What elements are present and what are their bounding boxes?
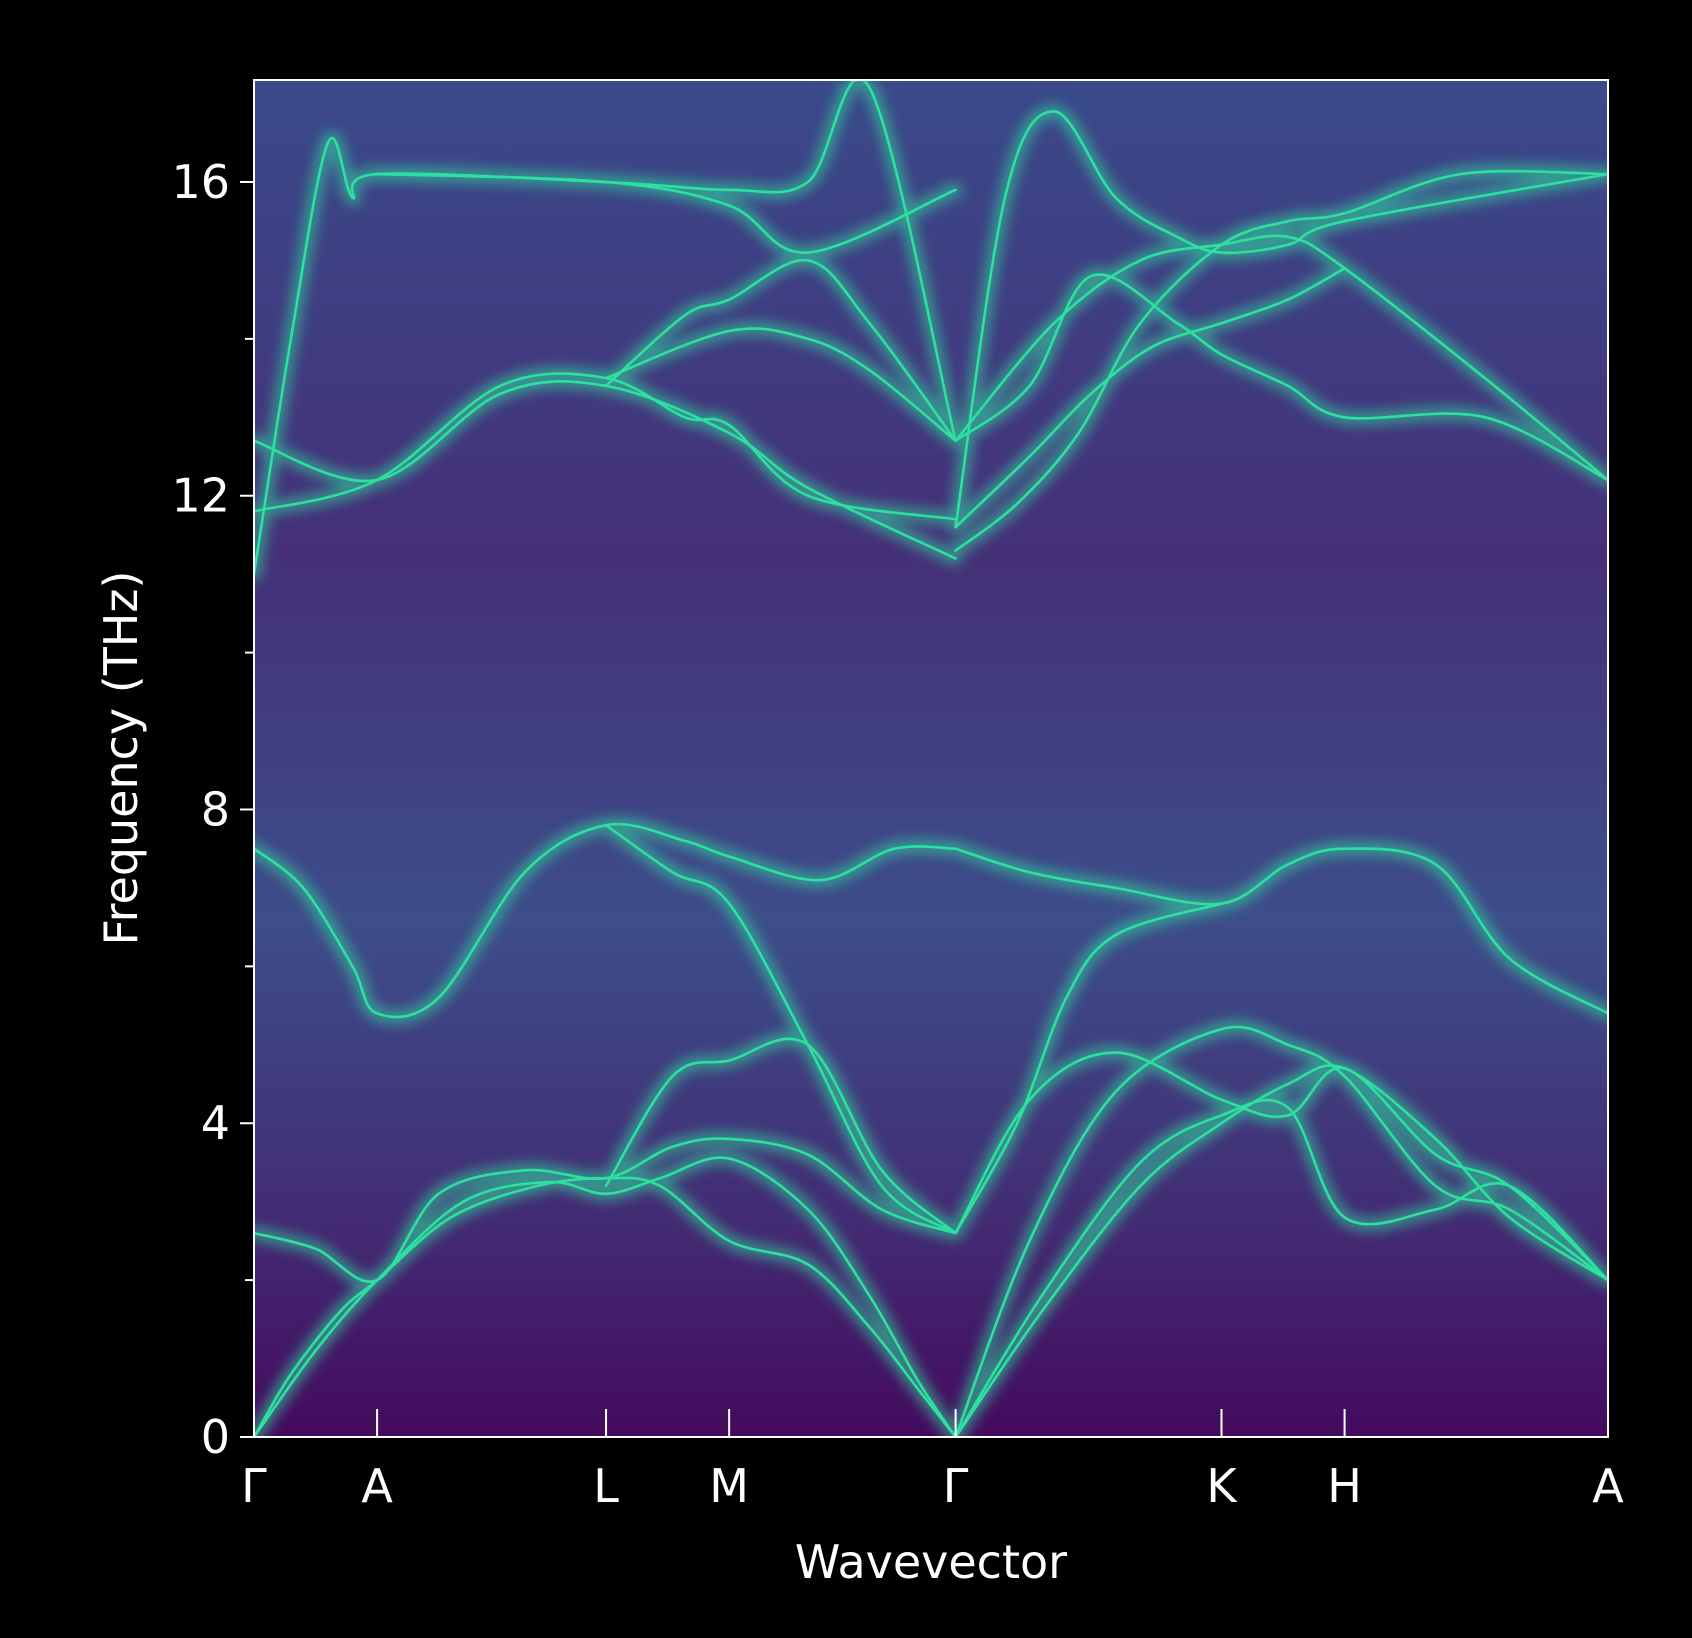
y-axis-label: Frequency (THz) [94, 571, 148, 946]
phonon-branch-15 [954, 267, 1346, 529]
y-tick-label: 8 [201, 782, 230, 836]
phonon-branch-9 [604, 327, 957, 443]
phonon-branch-8 [604, 259, 957, 443]
phonon-branch-17 [954, 847, 1608, 1015]
phonon-branch-19 [954, 1051, 1608, 1282]
x-tick-label: K [1206, 1459, 1238, 1513]
phonon-branch-16 [954, 110, 1608, 529]
x-tick-label: L [593, 1459, 619, 1513]
x-tick-label: H [1327, 1459, 1362, 1513]
phonon-branch-5 [604, 823, 957, 1235]
phonon-branch-21 [954, 1098, 1608, 1437]
plot-frame [253, 79, 1609, 1438]
x-tick-label: A [1592, 1459, 1624, 1513]
x-tick-label: Γ [943, 1459, 969, 1513]
phonon-branch-1 [254, 1156, 957, 1437]
phonon-branch-11 [375, 172, 957, 254]
phonon-branch-13 [954, 273, 1608, 482]
y-tick-label: 16 [171, 155, 230, 209]
phonon-branch-3 [604, 1037, 957, 1235]
x-axis-label: Wavevector [795, 1535, 1067, 1589]
phonon-branch-20 [954, 1025, 1608, 1437]
y-tick-label: 12 [171, 469, 230, 523]
x-tick-label: M [709, 1459, 749, 1513]
y-tick-label: 4 [201, 1096, 230, 1150]
phonon-branch-2 [254, 1137, 957, 1283]
phonon-branch-18 [954, 902, 1223, 1235]
phonon-branch-4 [254, 822, 957, 1019]
x-tick-label: A [361, 1459, 393, 1513]
x-tick-label: Γ [241, 1459, 267, 1513]
phonon-branch-22 [954, 1064, 1608, 1437]
phonon-branch-7 [254, 372, 957, 521]
phonon-branch-14 [954, 234, 1608, 482]
y-tick-label: 0 [201, 1410, 230, 1464]
